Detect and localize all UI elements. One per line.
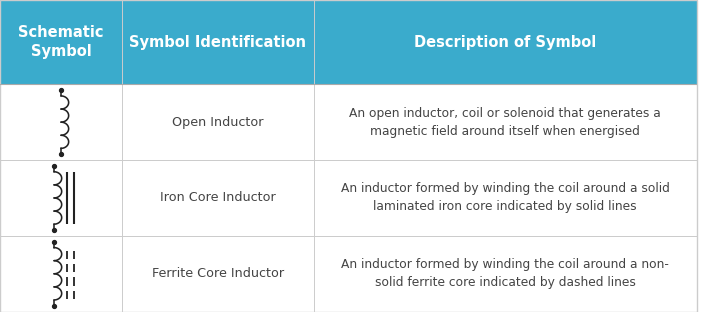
- Text: An inductor formed by winding the coil around a non-
solid ferrite core indicate: An inductor formed by winding the coil a…: [342, 258, 670, 289]
- FancyBboxPatch shape: [0, 160, 697, 236]
- Text: Open Inductor: Open Inductor: [172, 116, 263, 129]
- Text: Symbol Identification: Symbol Identification: [129, 35, 306, 50]
- Text: Ferrite Core Inductor: Ferrite Core Inductor: [152, 267, 284, 280]
- Text: Schematic
Symbol: Schematic Symbol: [18, 25, 104, 59]
- Text: An open inductor, coil or solenoid that generates a
magnetic field around itself: An open inductor, coil or solenoid that …: [349, 107, 661, 138]
- Text: Iron Core Inductor: Iron Core Inductor: [160, 192, 275, 204]
- FancyBboxPatch shape: [0, 0, 697, 84]
- FancyBboxPatch shape: [0, 236, 697, 312]
- FancyBboxPatch shape: [0, 84, 697, 160]
- Text: An inductor formed by winding the coil around a solid
laminated iron core indica: An inductor formed by winding the coil a…: [341, 183, 670, 213]
- Text: Description of Symbol: Description of Symbol: [414, 35, 596, 50]
